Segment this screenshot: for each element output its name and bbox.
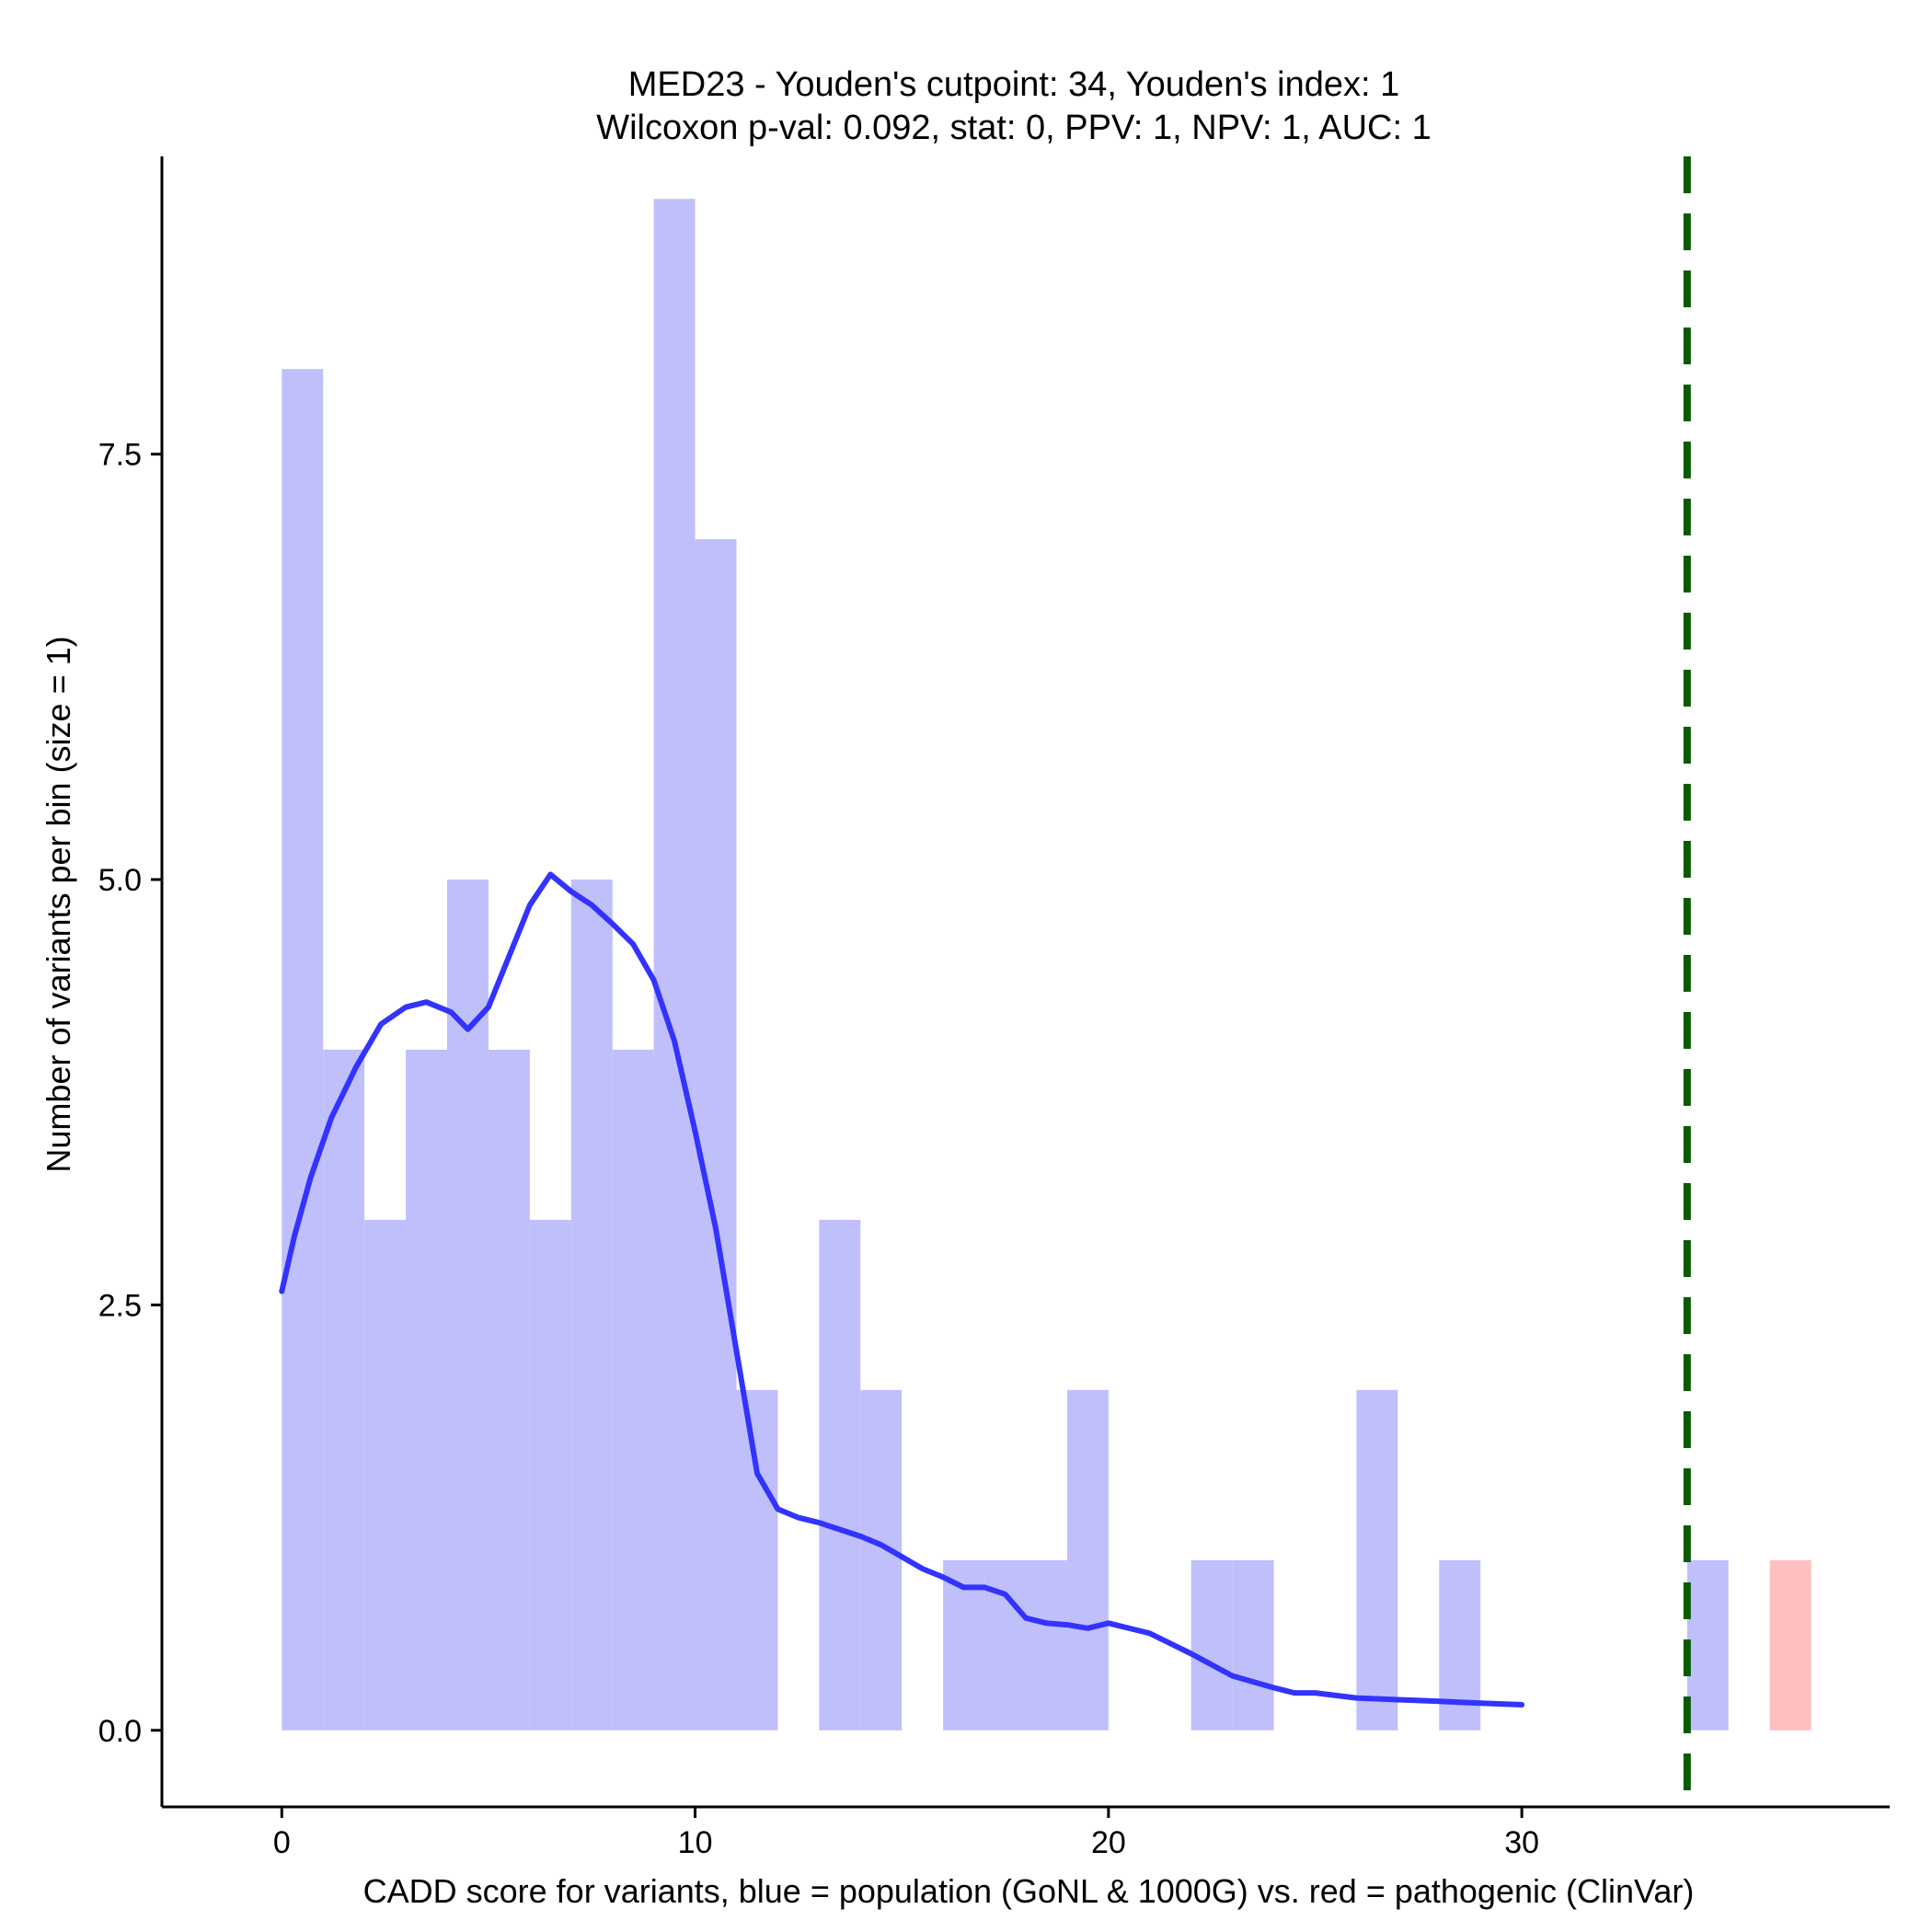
histogram-bar xyxy=(819,1219,861,1731)
axes xyxy=(160,156,1890,1809)
chart-title: MED23 - Youden's cutpoint: 34, Youden's … xyxy=(596,65,1431,147)
y-axis-label: Number of variants per bin (size = 1) xyxy=(40,636,77,1172)
x-tick-label: 0 xyxy=(273,1825,291,1860)
histogram-bar xyxy=(570,880,613,1731)
histogram-bar xyxy=(695,539,737,1731)
chart-title-line1: MED23 - Youden's cutpoint: 34, Youden's … xyxy=(628,65,1399,104)
histogram-bar xyxy=(612,1049,654,1731)
histogram-bars xyxy=(282,199,1811,1731)
y-tick-label: 0.0 xyxy=(98,1714,142,1749)
histogram-bar xyxy=(447,880,489,1731)
x-axis-label: CADD score for variants, blue = populati… xyxy=(363,1872,1695,1910)
histogram-bar xyxy=(282,369,324,1731)
histogram-bar xyxy=(1232,1559,1274,1731)
histogram-bar xyxy=(860,1389,903,1731)
histogram-bar xyxy=(984,1559,1026,1731)
histogram-bar xyxy=(1769,1559,1811,1731)
x-tick-label: 30 xyxy=(1504,1825,1539,1860)
histogram-bar xyxy=(406,1049,448,1731)
histogram-bar xyxy=(1066,1389,1109,1731)
y-axis-ticks: 0.0 2.5 5.0 7.5 xyxy=(98,438,162,1749)
x-tick-label: 20 xyxy=(1091,1825,1126,1860)
histogram-bar xyxy=(529,1219,571,1731)
histogram-bar xyxy=(653,199,696,1731)
y-tick-label: 2.5 xyxy=(98,1288,142,1323)
x-tick-label: 10 xyxy=(678,1825,713,1860)
histogram-bar xyxy=(323,1049,365,1731)
histogram-bar xyxy=(1686,1559,1729,1731)
y-tick-label: 5.0 xyxy=(98,863,142,898)
histogram-bar xyxy=(1026,1559,1067,1731)
y-tick-label: 7.5 xyxy=(98,438,142,473)
chart-title-line2: Wilcoxon p-val: 0.092, stat: 0, PPV: 1, … xyxy=(596,109,1431,147)
histogram-bar xyxy=(736,1389,778,1731)
density-curve-group xyxy=(279,871,1525,1708)
histogram-bar xyxy=(1190,1559,1233,1731)
histogram-bar xyxy=(364,1219,407,1731)
histogram-bar xyxy=(488,1049,530,1731)
x-axis-ticks: 0 10 20 30 xyxy=(273,1807,1539,1860)
density-curve xyxy=(279,871,1525,1708)
histogram-bar xyxy=(1356,1389,1398,1731)
